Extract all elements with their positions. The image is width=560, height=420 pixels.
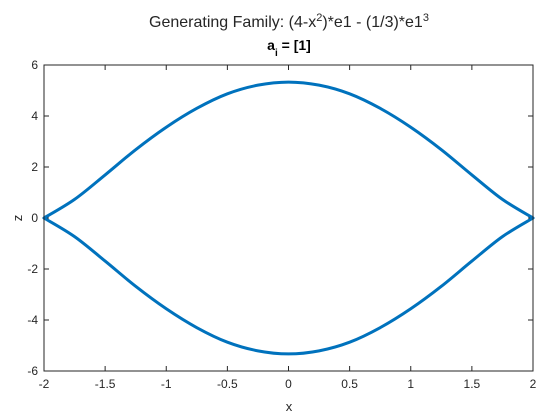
y-axis-label: z	[10, 215, 25, 222]
y-tick-label: 0	[31, 211, 38, 225]
series-group	[42, 80, 535, 356]
y-tick-label: 4	[31, 109, 38, 123]
y-tick-label: 2	[31, 160, 38, 174]
x-tick-label: 1.5	[464, 377, 481, 391]
x-axis-label: x	[286, 399, 293, 414]
series-line-1	[42, 80, 535, 220]
x-tick-label: 1	[407, 377, 414, 391]
y-tick-label: -2	[27, 262, 38, 276]
x-tick-label: 2	[530, 377, 537, 391]
chart-subtitle: ai = [1]	[267, 37, 311, 59]
x-tick-label: -1.5	[95, 377, 116, 391]
title-superscript-2: 3	[423, 12, 429, 24]
chart-title: Generating Family: (4-x2)*e1 - (1/3)*e13	[149, 12, 429, 31]
plot-area	[43, 64, 534, 372]
x-tick-label: 0.5	[341, 377, 358, 391]
axis-ticks: -2 -1.5 -1 -0.5 0 0.5 1 1.5 2 -6 -4 -2 0 2 4 6	[27, 58, 536, 391]
y-tick-label: -6	[27, 364, 38, 378]
series-line-2	[42, 216, 535, 356]
x-tick-label: -2	[39, 377, 50, 391]
y-tick-label: 6	[31, 58, 38, 72]
x-tick-label: -1	[161, 377, 172, 391]
y-tick-label: -4	[27, 313, 38, 327]
title-superscript-1: 2	[316, 12, 322, 24]
subtitle-subscript: i	[275, 48, 278, 59]
x-tick-label: -0.5	[217, 377, 238, 391]
x-tick-label: 0	[285, 377, 292, 391]
